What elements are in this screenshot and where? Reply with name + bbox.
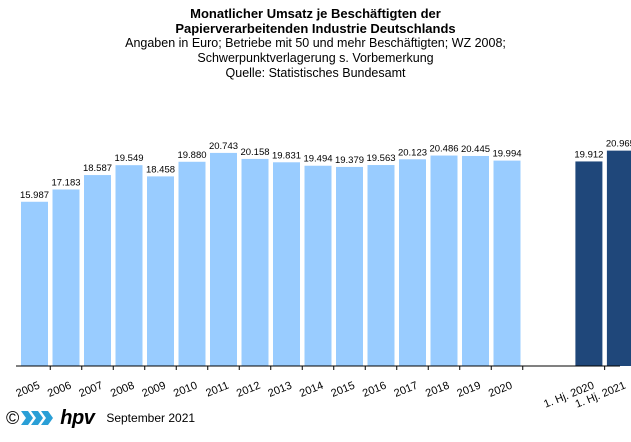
bar-2018 <box>430 155 458 366</box>
bar-2005 <box>21 201 48 366</box>
bars-layer <box>21 150 631 366</box>
bar-2012 <box>241 158 269 366</box>
x-tick-label: 2017 <box>392 380 419 400</box>
value-label: 18.458 <box>146 164 175 175</box>
value-labels-layer: 15.98717.18318.58719.54918.45819.88020.7… <box>20 139 631 201</box>
x-ticks-layer <box>49 366 606 370</box>
value-label: 15.987 <box>20 190 49 201</box>
x-tick-label: 2018 <box>424 380 451 400</box>
bar-2011 <box>210 152 237 366</box>
value-label: 18.587 <box>83 163 112 174</box>
chart-subtitle-line-3: Quelle: Statistisches Bundesamt <box>225 66 406 80</box>
value-label: 19.912 <box>574 149 603 160</box>
footer-date: September 2021 <box>106 411 196 425</box>
value-label: 19.549 <box>114 153 143 164</box>
copyright-symbol: © <box>6 408 20 428</box>
bar-2015 <box>336 166 363 366</box>
bar-2014 <box>304 165 332 366</box>
x-tick-label: 2016 <box>361 380 388 400</box>
value-label: 19.831 <box>272 150 301 161</box>
chart-subtitle-line-1: Angaben in Euro; Betriebe mit 50 und meh… <box>125 36 506 50</box>
x-tick-label: 2007 <box>77 380 104 400</box>
x-tick-label: 2014 <box>298 380 325 400</box>
chart-subtitle-line-2: Schwerpunktverlagerung s. Vorbemerkung <box>197 51 434 65</box>
x-tick-label: 2015 <box>329 380 356 400</box>
bar-2017 <box>399 159 426 366</box>
bar-2020 <box>493 160 521 366</box>
x-tick-label: 2010 <box>172 380 199 400</box>
logo-text: hpv <box>60 406 95 429</box>
bar-1-hj-2021 <box>606 150 631 366</box>
x-tick-label: 2012 <box>235 380 262 400</box>
chart-title-line-1: Monatlicher Umsatz je Beschäftigten der <box>190 6 441 21</box>
value-label: 19.994 <box>492 149 521 160</box>
bar-2019 <box>462 155 489 366</box>
x-tick-label: 2011 <box>204 380 230 400</box>
chart-title-line-2: Papierverarbeitenden Industrie Deutschla… <box>175 21 456 36</box>
x-tick-label: 2009 <box>140 380 167 400</box>
bar-2008 <box>115 165 143 366</box>
value-label: 20.743 <box>209 141 238 152</box>
footer: © hpv September 2021 <box>6 406 195 430</box>
bar-2016 <box>367 165 395 366</box>
value-label: 20.445 <box>461 144 490 155</box>
bar-2007 <box>84 175 111 366</box>
value-label: 19.880 <box>177 150 206 161</box>
x-tick-label: 2020 <box>487 380 514 400</box>
x-tick-label: 2019 <box>455 380 482 400</box>
hpv-logo-icon <box>21 411 54 425</box>
value-label: 17.183 <box>51 177 80 188</box>
bar-2013 <box>273 162 300 366</box>
bar-2009 <box>147 176 174 366</box>
value-label: 20.486 <box>429 144 458 155</box>
value-label: 19.563 <box>366 153 395 164</box>
bar-2006 <box>52 189 80 366</box>
value-label: 19.494 <box>303 154 332 165</box>
chart-header: Monatlicher Umsatz je Beschäftigten der … <box>0 6 631 81</box>
bar-1-hj-2020 <box>575 161 603 366</box>
x-tick-label: 2013 <box>266 380 293 400</box>
value-label: 20.123 <box>398 147 427 158</box>
value-label: 20.965 <box>606 139 631 150</box>
x-tick-label: 2006 <box>46 380 73 400</box>
bar-2010 <box>178 161 206 366</box>
value-label: 20.158 <box>240 147 269 158</box>
x-tick-label: 2005 <box>14 380 41 400</box>
value-label: 19.379 <box>335 155 364 166</box>
x-tick-label: 2008 <box>109 380 136 400</box>
